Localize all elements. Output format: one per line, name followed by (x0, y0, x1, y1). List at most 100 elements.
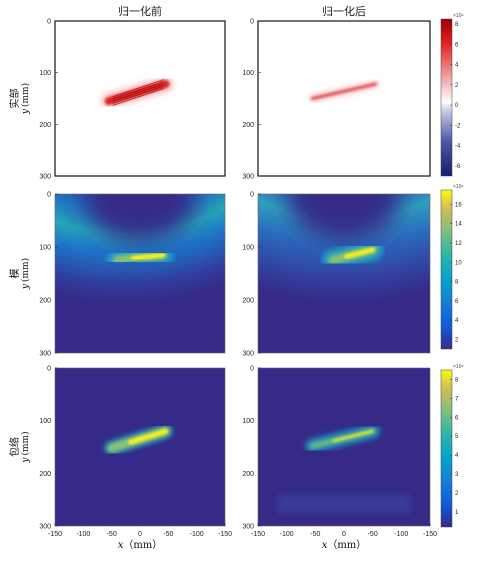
signal-peak (344, 247, 376, 260)
x-tick-label: -50 (368, 531, 378, 538)
y-tick-label: 100 (242, 245, 254, 252)
colorbar-tick-label: 4 (455, 318, 459, 324)
y-tick-label: 0 (250, 19, 254, 26)
y-axis-label: y (mm) (20, 431, 31, 463)
panel-frame (54, 193, 226, 354)
y-tick-label: 200 (242, 471, 254, 478)
signal-peak (128, 428, 168, 445)
colorbar-tick-label: 6 (455, 42, 459, 48)
x-axis-unit: （mm） (327, 539, 366, 551)
colorbar-tick-label: 4 (455, 63, 459, 69)
y-axis-var: y (21, 108, 31, 115)
x-axis-label: x（mm） (322, 539, 367, 551)
row-label: 模 (9, 269, 21, 279)
colorbar-tick-label: 0 (455, 103, 459, 109)
heatmap-panel (55, 368, 225, 526)
y-axis-unit: (mm) (20, 431, 31, 455)
y-tick-label: 200 (39, 298, 51, 305)
row-label-group: 实部y(mm) (8, 83, 31, 115)
y-tick-label: 100 (242, 70, 254, 77)
field-hole (83, 194, 197, 242)
panel-background (258, 21, 430, 176)
colorbar-tick-label: 1 (455, 510, 459, 516)
y-tick-label: 100 (242, 418, 254, 425)
x-tick-label: -100 (76, 531, 90, 538)
noise-band (278, 494, 410, 514)
fringe-line (112, 79, 164, 98)
signal-peak (332, 430, 374, 442)
x-tick-label: 0 (138, 531, 142, 538)
y-tick-label: 0 (47, 192, 51, 199)
y-axis-unit: (mm) (20, 258, 31, 282)
colorbar-tick-label: 8 (455, 377, 459, 383)
colorbar-tick-label: 2 (455, 491, 459, 497)
panel-frame (54, 20, 226, 177)
y-tick-label: 100 (39, 418, 51, 425)
colorbar-multiplier: ×10⁹ (453, 184, 464, 190)
y-tick-label: 0 (47, 366, 51, 373)
colorbar-tick-label: 10 (455, 260, 462, 266)
colorbar-tick-label: 8 (455, 22, 459, 28)
row-label: 实部 (8, 89, 21, 109)
colorbar-tick-label: 4 (455, 453, 459, 459)
y-tick-label: 300 (242, 524, 254, 531)
row-label-group: 模y(mm) (9, 258, 31, 290)
x-tick-label: -150 (423, 531, 437, 538)
x-tick-label: 0 (342, 531, 346, 538)
x-axis-var: x (322, 540, 328, 551)
panel-frame (257, 193, 431, 354)
colorbar-tick-label: -4 (455, 144, 461, 150)
y-tick-label: 200 (39, 471, 51, 478)
colorbar-multiplier: ×10⁹ (453, 364, 464, 370)
colorbar-tick-label: 14 (455, 222, 462, 228)
panel-background (55, 368, 225, 526)
x-tick-label: -100 (280, 531, 294, 538)
colorbar-tick-label: 2 (455, 337, 459, 343)
y-tick-label: 100 (39, 245, 51, 252)
fringe-line (112, 85, 164, 104)
colorbar-tick-label: 16 (455, 202, 462, 208)
colorbar-tick-label: 6 (455, 299, 459, 305)
fringe-line (112, 83, 164, 102)
x-tick-label: -50 (310, 531, 320, 538)
x-axis-label: x（mm） (118, 539, 163, 551)
panel-frame (257, 20, 431, 177)
x-tick-label: -100 (190, 531, 204, 538)
column-title: 归一化后 (322, 4, 366, 18)
y-tick-label: 300 (242, 174, 254, 181)
colorbar (440, 369, 453, 528)
column-title: 归一化前 (118, 4, 162, 18)
heatmap-panel (55, 194, 225, 353)
y-tick-label: 200 (242, 122, 254, 129)
heatmap-panel (55, 21, 225, 176)
x-tick-label: -150 (251, 531, 265, 538)
fringe-line (112, 88, 164, 106)
x-axis-unit: （mm） (123, 539, 162, 551)
y-tick-label: 0 (250, 192, 254, 199)
x-tick-label: -150 (218, 531, 232, 538)
fringe-line (112, 81, 164, 100)
y-tick-label: 300 (39, 174, 51, 181)
colorbar-tick-label: 6 (455, 415, 459, 421)
colorbar-tick-label: 5 (455, 434, 459, 440)
row-label-group: 包络y (mm) (8, 431, 31, 463)
colorbar-tick-label: 2 (455, 83, 459, 89)
colorbar-multiplier: ×10⁹ (453, 13, 464, 19)
x-tick-label: -100 (394, 531, 408, 538)
y-tick-label: 100 (39, 70, 51, 77)
x-axis-var: x (118, 540, 124, 551)
colorbar-tick-label: 12 (455, 241, 462, 247)
y-axis-label: y(mm) (20, 83, 31, 115)
heatmap-panel (258, 194, 430, 353)
y-tick-label: 0 (250, 366, 254, 373)
y-axis-var: y (21, 457, 31, 464)
colorbar-tick-label: -6 (455, 164, 461, 170)
y-axis-label: y(mm) (20, 258, 31, 290)
y-tick-label: 200 (242, 298, 254, 305)
heatmap-panel (258, 21, 430, 176)
y-axis-var: y (21, 283, 31, 290)
colorbar-tick-label: -2 (455, 123, 461, 129)
colorbar-tick-label: 8 (455, 280, 459, 286)
x-tick-label: -150 (48, 531, 62, 538)
